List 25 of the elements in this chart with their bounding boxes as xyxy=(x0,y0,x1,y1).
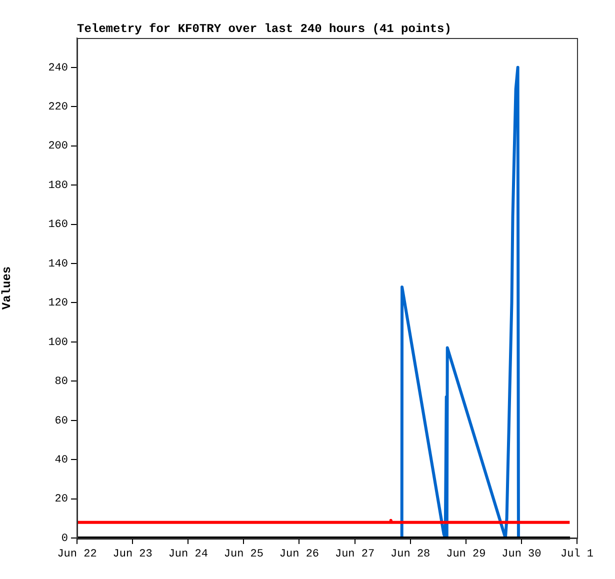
y-tick-label: 180 xyxy=(48,180,68,192)
y-tick-label: 240 xyxy=(48,62,68,74)
y-tick-label: 160 xyxy=(48,219,68,232)
chart-title: Telemetry for KF0TRY over last 240 hours (41 points) xyxy=(77,22,452,36)
x-tick-label: Jun 30 xyxy=(502,548,542,561)
x-tick-label: Jul 1 xyxy=(560,548,594,561)
x-tick-label: Jun 23 xyxy=(112,548,152,561)
x-tick-label: Jun 28 xyxy=(390,548,430,561)
x-tick-label: Jun 24 xyxy=(168,548,208,561)
y-tick-label: 140 xyxy=(48,258,68,270)
x-tick-label: Jun 22 xyxy=(57,548,97,561)
y-tick-label: 200 xyxy=(48,140,68,153)
y-axis-title: Values xyxy=(0,266,14,310)
y-tick-label: 40 xyxy=(54,454,68,466)
y-tick-label: 20 xyxy=(54,494,68,506)
x-tick-label: Jun 27 xyxy=(334,548,375,561)
y-tick-label: 0 xyxy=(61,532,68,545)
x-tick-label: Jun 29 xyxy=(446,548,486,561)
y-tick-label: 220 xyxy=(48,102,68,114)
y-tick-label: 120 xyxy=(48,298,68,310)
x-tick-label: Jun 26 xyxy=(279,548,320,561)
y-tick-label: 80 xyxy=(54,376,68,388)
y-tick-label: 60 xyxy=(54,415,68,428)
x-tick-label: Jun 25 xyxy=(224,548,264,561)
y-tick-label: 100 xyxy=(48,336,68,349)
